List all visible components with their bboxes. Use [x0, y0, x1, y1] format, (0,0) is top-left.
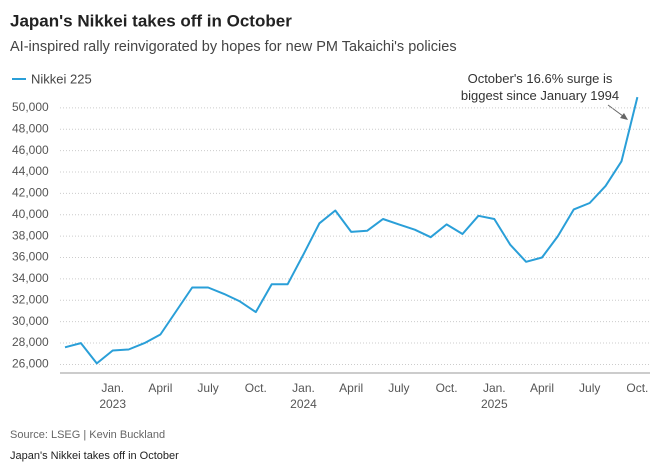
x-tick-label: April: [148, 381, 173, 395]
x-tick-label: Oct.: [244, 381, 267, 395]
annotation: October's 16.6% surge is biggest since J…: [460, 71, 620, 103]
x-tick-label: April: [339, 381, 364, 395]
x-tick-label: Oct.: [626, 381, 649, 395]
y-tick-label: 26,000: [12, 357, 49, 371]
line-series: [64, 96, 639, 365]
x-tick-label: Jan. 2025: [480, 381, 508, 411]
caption: Japan's Nikkei takes off in October: [10, 450, 179, 462]
x-tick-label: Jan. 2023: [99, 381, 127, 411]
y-tick-label: 38,000: [12, 228, 49, 242]
y-tick-label: 44,000: [12, 164, 49, 178]
x-tick-label: July: [579, 381, 601, 395]
y-tick-label: 40,000: [12, 207, 49, 221]
y-tick-label: 46,000: [12, 143, 49, 157]
y-tick-label: 34,000: [12, 271, 49, 285]
x-tick-label: Oct.: [435, 381, 458, 395]
x-tick-label: July: [197, 381, 219, 395]
y-tick-label: 36,000: [12, 250, 49, 264]
source: Source: LSEG | Kevin Buckland: [10, 429, 165, 441]
arrow-head: [620, 113, 628, 120]
legend-label: Nikkei 225: [31, 71, 92, 86]
y-tick-label: 50,000: [12, 100, 49, 114]
x-tick-label: July: [388, 381, 410, 395]
chart-title: Japan's Nikkei takes off in October: [10, 11, 292, 30]
chart-subtitle: AI-inspired rally reinvigorated by hopes…: [10, 39, 457, 55]
x-tick-label: Jan. 2024: [290, 381, 317, 411]
y-tick-label: 30,000: [12, 314, 49, 328]
y-tick-label: 42,000: [12, 186, 49, 200]
y-tick-label: 32,000: [12, 292, 49, 306]
x-tick-label: April: [529, 381, 554, 395]
y-tick-label: 48,000: [12, 121, 49, 135]
y-tick-label: 28,000: [12, 335, 49, 349]
